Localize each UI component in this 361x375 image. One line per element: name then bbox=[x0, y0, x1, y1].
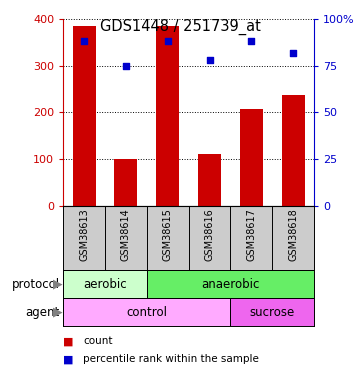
Point bbox=[248, 38, 254, 44]
Text: GSM38616: GSM38616 bbox=[205, 208, 214, 261]
Text: percentile rank within the sample: percentile rank within the sample bbox=[83, 354, 259, 364]
Text: GSM38615: GSM38615 bbox=[163, 208, 173, 261]
Bar bbox=[156, 26, 179, 206]
Text: anaerobic: anaerobic bbox=[201, 278, 260, 291]
Text: aerobic: aerobic bbox=[83, 278, 127, 291]
Text: GSM38614: GSM38614 bbox=[121, 208, 131, 261]
Text: control: control bbox=[126, 306, 167, 319]
Text: ■: ■ bbox=[63, 354, 77, 364]
Text: agent: agent bbox=[25, 306, 60, 319]
Bar bbox=[282, 95, 305, 206]
Point bbox=[165, 38, 171, 44]
Text: GDS1448 / 251739_at: GDS1448 / 251739_at bbox=[100, 19, 261, 35]
Text: ■: ■ bbox=[63, 336, 77, 346]
Bar bbox=[114, 159, 138, 206]
Text: ▶: ▶ bbox=[53, 278, 63, 291]
Text: count: count bbox=[83, 336, 113, 346]
Text: sucrose: sucrose bbox=[249, 306, 295, 319]
Text: GSM38618: GSM38618 bbox=[288, 208, 298, 261]
Bar bbox=[73, 26, 96, 206]
Bar bbox=[240, 109, 263, 206]
Point bbox=[206, 57, 212, 63]
Text: ▶: ▶ bbox=[53, 306, 63, 319]
Bar bbox=[230, 298, 314, 326]
Point bbox=[123, 63, 129, 69]
Bar bbox=[63, 270, 147, 298]
Point bbox=[81, 38, 87, 44]
Bar bbox=[198, 154, 221, 206]
Point bbox=[290, 50, 296, 55]
Text: GSM38613: GSM38613 bbox=[79, 208, 89, 261]
Text: protocol: protocol bbox=[12, 278, 60, 291]
Text: GSM38617: GSM38617 bbox=[246, 208, 256, 261]
Bar bbox=[63, 298, 230, 326]
Bar bbox=[147, 270, 314, 298]
